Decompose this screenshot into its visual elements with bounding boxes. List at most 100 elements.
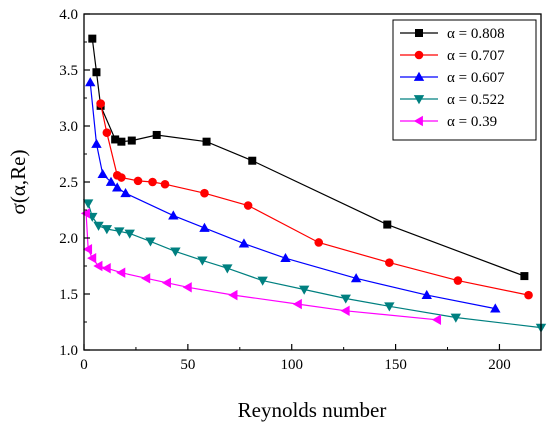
- y-tick-label: 1.5: [59, 287, 78, 303]
- data-point-s4-15: [450, 313, 462, 323]
- data-point-s1-7: [152, 130, 161, 139]
- data-point-s3-10: [280, 252, 291, 263]
- legend-label: α = 0.607: [447, 70, 505, 86]
- x-tick-label: 50: [180, 357, 195, 373]
- data-point-s2-2: [102, 128, 112, 138]
- data-point-s4-10: [222, 264, 233, 274]
- data-point-s5-1: [80, 208, 90, 219]
- legend-entry-2: α = 0.707: [400, 48, 505, 64]
- data-point-s4-11: [257, 276, 268, 286]
- legend-marker: [414, 50, 424, 60]
- plot-layer: [80, 34, 547, 333]
- data-point-s2-13: [524, 290, 533, 300]
- data-point-s1-2: [92, 68, 101, 77]
- data-point-s3-11: [350, 273, 362, 283]
- data-point-s3-5: [112, 182, 123, 192]
- data-point-s2-4: [117, 173, 126, 182]
- data-point-s4-13: [340, 294, 351, 304]
- series-4: [82, 199, 547, 333]
- legend-label: α = 0.808: [447, 26, 505, 42]
- legend-marker: [413, 95, 425, 105]
- data-point-s3-12: [421, 289, 432, 300]
- legend: α = 0.808 α = 0.707 α = 0.607 α = 0.522 α = …: [392, 19, 537, 141]
- data-point-s5-13: [431, 314, 442, 325]
- y-tick-label: 2.0: [59, 231, 78, 247]
- y-tick-label: 4.0: [59, 7, 78, 23]
- series-3: [85, 77, 501, 313]
- y-tick-label: 3.5: [59, 63, 78, 79]
- data-point-s1-8: [202, 137, 211, 146]
- data-point-s2-12: [453, 276, 463, 285]
- legend-entry-1: α = 0.808: [400, 26, 505, 42]
- data-point-s4-5: [114, 227, 125, 237]
- data-point-s4-8: [170, 247, 181, 257]
- data-point-s2-6: [148, 177, 157, 187]
- data-point-s3-1: [85, 77, 96, 87]
- data-point-s4-6: [124, 229, 135, 239]
- data-point-s1-5: [117, 137, 126, 146]
- data-point-s2-9: [243, 201, 253, 210]
- data-point-s5-9: [182, 282, 192, 293]
- data-point-s1-1: [88, 34, 97, 43]
- data-point-s4-12: [298, 285, 310, 295]
- x-tick-label: 150: [384, 357, 407, 373]
- x-tick-label: 0: [80, 357, 88, 373]
- data-point-s3-7: [168, 210, 179, 220]
- data-point-s1-6: [127, 136, 136, 145]
- series-line-5: [85, 213, 438, 321]
- data-point-s5-11: [292, 298, 302, 310]
- x-axis-label: Reynolds number: [238, 398, 387, 422]
- data-point-s2-11: [385, 258, 394, 267]
- data-point-s2-1: [96, 99, 105, 108]
- data-point-s4-14: [384, 302, 395, 312]
- y-tick-label: 1.0: [59, 343, 78, 359]
- data-point-s3-13: [490, 303, 501, 313]
- data-point-s4-7: [145, 237, 156, 247]
- legend-marker: [413, 71, 425, 81]
- legend-entry-5: α = 0.39: [400, 114, 497, 130]
- data-point-s5-12: [340, 305, 350, 316]
- data-point-s1-4: [111, 135, 120, 144]
- data-point-s3-4: [105, 176, 117, 186]
- data-point-s5-2: [82, 244, 93, 255]
- legend-marker: [413, 115, 423, 127]
- data-point-s4-3: [93, 221, 104, 231]
- data-point-s1-10: [383, 220, 392, 229]
- data-point-s3-3: [97, 168, 108, 179]
- data-point-s4-1: [82, 199, 94, 209]
- series-1: [88, 34, 529, 281]
- series-2: [96, 99, 533, 300]
- legend-label: α = 0.522: [447, 92, 505, 108]
- legend-entry-3: α = 0.607: [400, 70, 505, 86]
- data-point-s1-11: [520, 272, 529, 281]
- series-5: [80, 208, 442, 325]
- legend-label: α = 0.39: [447, 114, 497, 130]
- x-tick-label: 100: [280, 357, 303, 373]
- data-point-s2-8: [200, 188, 209, 198]
- data-point-s5-6: [116, 267, 126, 278]
- data-point-s1-9: [248, 156, 257, 165]
- data-point-s5-4: [93, 260, 103, 272]
- data-point-s4-9: [197, 256, 208, 266]
- y-tick-label: 3.0: [59, 119, 78, 135]
- ticks-layer: 0 50 100 150 200 1.0 1.5 2.0 2.5 3.0 3.5 4.0: [59, 7, 510, 373]
- legend-label: α = 0.707: [447, 48, 505, 64]
- data-point-s5-5: [101, 263, 111, 274]
- series-line-4: [87, 203, 542, 329]
- data-point-s2-5: [133, 176, 143, 186]
- data-point-s5-10: [228, 289, 238, 301]
- data-point-s3-6: [120, 188, 131, 198]
- y-tick-label: 2.5: [59, 175, 78, 191]
- data-point-s5-8: [161, 277, 171, 288]
- data-point-s5-3: [87, 252, 97, 264]
- y-axis-label: σ(α,Re): [6, 150, 30, 215]
- data-point-s5-7: [141, 273, 151, 284]
- data-point-s3-9: [238, 238, 250, 248]
- data-point-s2-10: [314, 238, 324, 247]
- legend-marker: [415, 29, 423, 37]
- data-point-s3-2: [91, 138, 102, 148]
- x-tick-label: 200: [488, 357, 511, 373]
- data-point-s4-4: [101, 225, 113, 235]
- legend-entry-4: α = 0.522: [400, 92, 505, 108]
